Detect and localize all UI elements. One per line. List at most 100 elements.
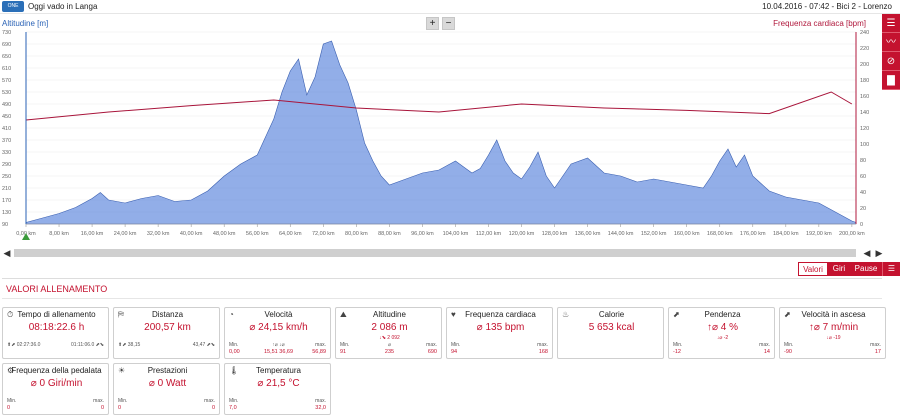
x-tick-label: 160,00 km bbox=[674, 231, 700, 237]
stat-value: ⌀ 21,5 °C bbox=[257, 378, 300, 389]
app-logo[interactable]: ONE bbox=[2, 1, 24, 12]
y-left-tick-label: 370 bbox=[2, 138, 11, 144]
stat-min-value: 94 bbox=[451, 349, 458, 355]
stat-min-value: 0 bbox=[118, 405, 122, 411]
x-tick-label: 16,00 km bbox=[81, 231, 104, 237]
stat-title: Temperatura bbox=[256, 366, 301, 375]
stat-max-label: max. bbox=[93, 398, 104, 404]
line-chart-icon[interactable]: 〰 bbox=[882, 33, 900, 52]
stat-avg-value: 235 bbox=[384, 349, 395, 355]
list-icon[interactable]: ☰ bbox=[882, 14, 900, 33]
y-right-tick-label: 80 bbox=[860, 158, 866, 164]
tab-pause[interactable]: Pause bbox=[850, 262, 882, 276]
x-tick-label: 200,00 km bbox=[839, 231, 865, 237]
y-right-tick-label: 100 bbox=[860, 142, 869, 148]
y-right-tick-label: 220 bbox=[860, 46, 869, 52]
altitude-heart-chart[interactable]: 730 690 650 610 570 530 490 450 410 370 330 290 250 2… bbox=[0, 28, 880, 246]
y-left-tick-label: 690 bbox=[2, 42, 11, 48]
tab-valori[interactable]: Valori bbox=[798, 262, 828, 276]
power-icon: ☀ bbox=[118, 366, 126, 375]
stat-card: ♥ Frequenza cardiaca ⌀ 135 bpm Min. max. 94 16… bbox=[446, 307, 553, 359]
stat-max-value: 690 bbox=[427, 349, 437, 355]
y-right-tick-label: 200 bbox=[860, 62, 869, 68]
stat-min-label: Min. bbox=[229, 342, 239, 348]
x-tick-label: 56,00 km bbox=[246, 231, 269, 237]
scroll-track[interactable] bbox=[14, 249, 856, 257]
stat-value: ↑⌀ 4 % bbox=[706, 322, 739, 333]
stat-min-value: -12 bbox=[673, 349, 681, 355]
scroll-left-arrow-end[interactable]: ◀ bbox=[863, 248, 871, 258]
x-tick-label: 72,00 km bbox=[312, 231, 335, 237]
no-filter-icon[interactable]: ⊘ bbox=[882, 52, 900, 71]
y-left-tick-label: 410 bbox=[2, 126, 11, 132]
y-left-tick-label: 610 bbox=[2, 66, 11, 72]
stat-card: ⬈ Pendenza ↑⌀ 4 % ↓⌀ -2 Min. max. -12 14 bbox=[668, 307, 775, 359]
x-tick-label: 128,00 km bbox=[542, 231, 568, 237]
stat-value: 200,57 km bbox=[144, 322, 191, 333]
stat-card: ⬈ Velocità in ascesa ↑⌀ 7 m/min ↓⌀ -19 Min. m… bbox=[779, 307, 886, 359]
y-left-tick-label: 450 bbox=[2, 114, 11, 120]
heart-rate-line bbox=[25, 91, 853, 121]
stat-title: Velocità in ascesa bbox=[801, 310, 866, 319]
stat-min-value: 0,00 bbox=[229, 349, 240, 355]
stat-max-label: max. bbox=[870, 342, 881, 348]
stat-card: ☀ Prestazioni ⌀ 0 Watt Min. max. 0 0 bbox=[113, 363, 220, 415]
x-tick-label: 96,00 km bbox=[411, 231, 434, 237]
y-left-tick-label: 250 bbox=[2, 174, 11, 180]
stat-max-value: 56,89 bbox=[312, 349, 326, 355]
heart-rate-axis-title: Frequenza cardiaca [bpm] bbox=[773, 19, 866, 28]
chart-scrollbar[interactable]: ◀ ◀ ▶ bbox=[0, 247, 900, 259]
stat-title: Prestazioni bbox=[147, 366, 188, 375]
y-left-tick-label: 530 bbox=[2, 90, 11, 96]
stat-min-value: 91 bbox=[340, 349, 347, 355]
y-right-tick-label: 240 bbox=[860, 30, 869, 36]
section-title: VALORI ALLENAMENTO bbox=[6, 284, 108, 294]
list-icon[interactable]: ☰ bbox=[882, 262, 900, 276]
y-left-tick-label: 130 bbox=[2, 210, 11, 216]
x-tick-label: 136,00 km bbox=[575, 231, 601, 237]
stat-min-label: Min. bbox=[340, 342, 350, 348]
x-tick-label: 48,00 km bbox=[213, 231, 236, 237]
x-tick-label: 144,00 km bbox=[608, 231, 634, 237]
stat-card: 🌡 Temperatura ⌀ 21,5 °C Min. max. 7,0 32,0 bbox=[224, 363, 331, 415]
stat-min-label: ⬆⬈ 02:27:36.0 bbox=[7, 342, 41, 348]
ascent-icon: ⬈ bbox=[784, 310, 791, 319]
y-left-tick-label: 490 bbox=[2, 102, 11, 108]
stat-card: ⛿ Distanza 200,57 km ⬆⬈ 38,15 43,47 ⬈⬊ bbox=[113, 307, 220, 359]
stat-value: 08:18:22.6 h bbox=[28, 322, 85, 333]
stat-card: ♨ Calorie 5 653 kcal bbox=[557, 307, 664, 359]
stat-max-label: max. bbox=[315, 342, 326, 348]
x-tick-label: 24,00 km bbox=[114, 231, 137, 237]
stat-min-value: 0 bbox=[7, 405, 11, 411]
stat-title: Altitudine bbox=[373, 310, 406, 319]
thermometer-icon: 🌡 bbox=[229, 366, 240, 375]
x-tick-label: 32,00 km bbox=[147, 231, 170, 237]
signpost-icon: ⛿ bbox=[118, 310, 124, 319]
clock-icon: ⏱ bbox=[7, 310, 14, 319]
stat-max-label: max. bbox=[426, 342, 437, 348]
scroll-left-arrow[interactable]: ◀ bbox=[3, 248, 11, 258]
stat-max-label: 43,47 ⬈⬊ bbox=[192, 342, 215, 348]
slope-icon: ⬈ bbox=[673, 310, 680, 319]
divider bbox=[2, 298, 882, 299]
y-right-tick-label: 160 bbox=[860, 94, 869, 100]
stat-min-label: Min. bbox=[784, 342, 794, 348]
tab-giri[interactable]: Giri bbox=[828, 262, 850, 276]
stat-max-label: max. bbox=[315, 398, 326, 404]
stat-avg-label: ↑⌀ ↓⌀ bbox=[272, 342, 285, 348]
x-tick-label: 168,00 km bbox=[707, 231, 733, 237]
x-tick-label: 176,00 km bbox=[740, 231, 766, 237]
y-left-tick-label: 650 bbox=[2, 54, 11, 60]
stat-card: ◔ Velocità ⌀ 24,15 km/h Min. ↑⌀ ↓⌀ max. 0,00 15… bbox=[224, 307, 331, 359]
stat-value: 5 653 kcal bbox=[588, 322, 635, 333]
scroll-right-arrow[interactable]: ▶ bbox=[875, 248, 883, 258]
zoom-out-button[interactable]: − bbox=[442, 17, 455, 30]
x-tick-label: 80,00 km bbox=[345, 231, 368, 237]
bar-chart-icon[interactable]: ▇ bbox=[882, 71, 900, 90]
zoom-in-button[interactable]: + bbox=[426, 17, 439, 30]
stat-title: Frequenza cardiaca bbox=[465, 310, 536, 319]
stat-title: Velocità bbox=[264, 310, 293, 319]
stat-avg-value: 15,51 36,69 bbox=[263, 349, 294, 355]
x-tick-label: 184,00 km bbox=[773, 231, 799, 237]
stat-value: ↑⌀ 7 m/min bbox=[808, 322, 859, 333]
